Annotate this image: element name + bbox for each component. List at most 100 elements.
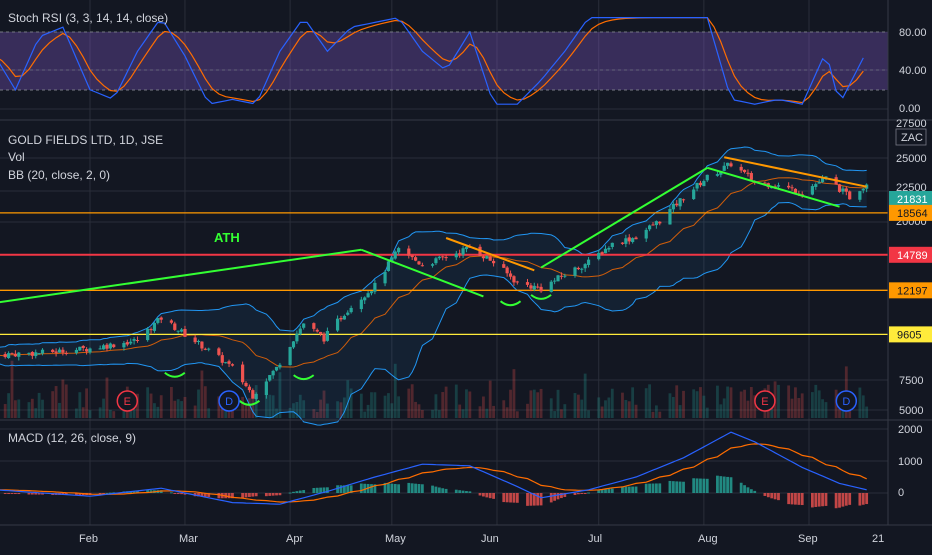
stoch-rsi-panel[interactable]: Stoch RSI (3, 3, 14, 14, close) [0, 11, 888, 105]
candle-body [217, 348, 221, 355]
macd-histogram-bar [810, 493, 814, 508]
macd-histogram-bar [861, 493, 865, 505]
volume-bar [390, 403, 394, 418]
macd-histogram-bar [824, 493, 828, 506]
macd-histogram-bar [492, 493, 495, 499]
event-marker [835, 390, 858, 412]
macd-histogram-bar [231, 493, 234, 499]
volume-bar [414, 401, 417, 418]
volume-bar [407, 388, 411, 418]
macd-histogram-bar [848, 493, 852, 505]
candle-body [183, 328, 187, 337]
bollinger-band-fill [0, 147, 867, 426]
candle-body [207, 348, 211, 350]
candle-body [54, 351, 58, 353]
candle-body [430, 264, 435, 266]
stoch-axis-label: 40.00 [899, 65, 927, 77]
candle-body [861, 188, 865, 191]
macd-histogram-bar [359, 483, 363, 493]
macd-histogram-bar [322, 487, 326, 493]
price-axis[interactable]: 80.00 40.00 0.00 27500 ZAC 25000 22500 2… [889, 27, 932, 499]
candle-body [319, 331, 323, 335]
volume-bar [576, 394, 580, 418]
candle-body [563, 275, 567, 277]
volume-bar [251, 394, 255, 418]
candle-body [512, 276, 516, 283]
volume-bar [248, 398, 251, 418]
volume-bar [597, 397, 601, 418]
macd-histogram-bar [217, 493, 221, 499]
volume-bars [3, 360, 869, 418]
candle-body [692, 189, 696, 200]
volume-bar [682, 390, 685, 418]
volume-bar [478, 406, 482, 418]
candle-body [505, 267, 509, 274]
volume-bar [3, 404, 7, 418]
macd-histogram-bar [458, 490, 462, 493]
macd-histogram-bar [454, 489, 458, 493]
candle-body [342, 315, 346, 320]
volume-bar [231, 410, 234, 418]
macd-histogram-bar [505, 493, 509, 503]
volume-bar [441, 392, 445, 418]
volume-bar [10, 360, 14, 418]
trendlines [0, 156, 867, 304]
volume-bar [621, 392, 624, 418]
macd-histogram-bar [763, 493, 767, 496]
candle-body [203, 348, 207, 350]
candle-body [529, 285, 533, 289]
currency-badge[interactable] [895, 128, 927, 146]
candle-body [658, 221, 662, 224]
macd-histogram-bar [461, 490, 465, 493]
volume-bar [749, 386, 753, 418]
volume-bar [64, 384, 68, 418]
volume-bar [553, 411, 557, 418]
macd-histogram-bar [271, 493, 275, 496]
volume-bar [492, 405, 495, 418]
macd-histogram-bar [814, 493, 818, 507]
macd-histogram-bar [397, 484, 401, 493]
volume-bar [624, 399, 628, 418]
macd-panel[interactable]: MACD (12, 26, close, 9) [0, 431, 869, 509]
macd-histogram-bar [746, 487, 750, 493]
candle-body [485, 256, 489, 259]
candle-body [57, 349, 62, 353]
candle-body [597, 252, 601, 260]
macd-histogram-bar [410, 483, 414, 493]
macd-histogram-bar [7, 493, 11, 494]
volume-bar [512, 369, 516, 418]
macd-histogram-bar [10, 493, 14, 494]
volume-bar [580, 399, 584, 418]
macd-histogram-bar [576, 493, 580, 495]
volume-bar [275, 408, 278, 418]
price-axis-label: 27500 [896, 118, 927, 130]
candle-body [434, 258, 438, 264]
candle-body [678, 198, 682, 207]
volume-bar [458, 404, 462, 418]
stoch-title: Stoch RSI (3, 3, 14, 14, close) [8, 11, 168, 25]
price-panel[interactable]: E D E D ATH GOLD FIELDS LTD, 1D, JSE Vol BB… [0, 133, 888, 426]
candle-body [312, 323, 316, 329]
candle-body [776, 185, 781, 187]
candle-body [536, 286, 540, 288]
macd-histogram-bar [227, 493, 231, 499]
macd-histogram-bar [349, 485, 353, 493]
macd-histogram-bar [726, 476, 730, 493]
candle-body [78, 346, 82, 351]
volume-bar [183, 396, 187, 418]
candle-body [502, 264, 506, 268]
volume-bar [370, 392, 373, 418]
macd-histogram-bar [363, 483, 367, 493]
time-axis[interactable]: Feb Mar Apr May Jun Jul Aug Sep 21 [79, 533, 884, 545]
volume-bar [532, 389, 536, 418]
volume-bar [461, 409, 465, 418]
candle-body [366, 293, 370, 298]
macd-histogram-bar [431, 485, 434, 493]
macd-histogram-bar [390, 483, 394, 493]
macd-histogram-bar [383, 482, 387, 493]
macd-histogram-bar [509, 493, 512, 503]
volume-bar [34, 408, 38, 418]
time-axis-label: Jun [481, 533, 499, 545]
volume-bar [78, 392, 82, 418]
